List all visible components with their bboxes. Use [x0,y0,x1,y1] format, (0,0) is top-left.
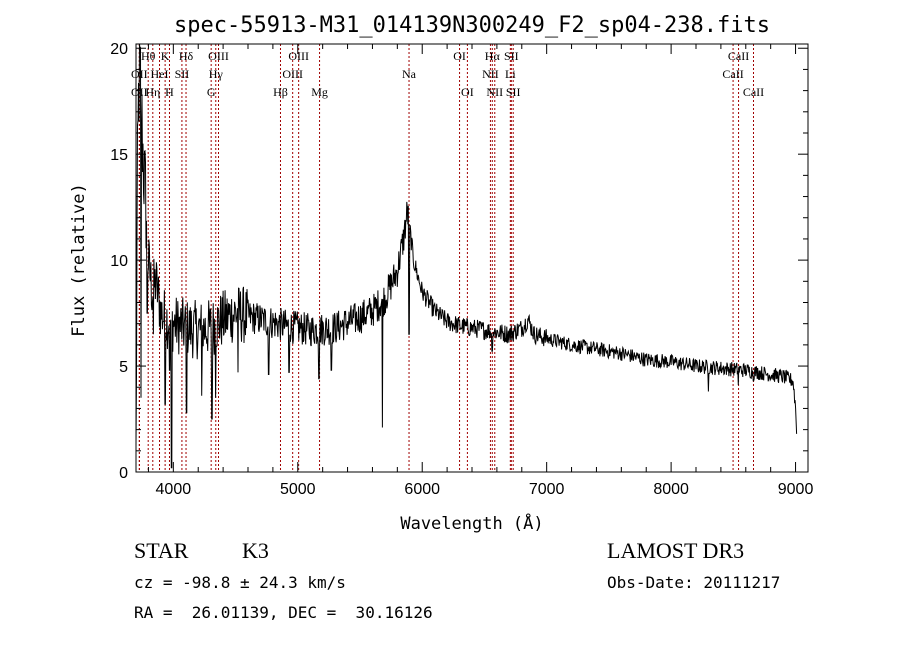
spectral-line-label: SII [504,49,519,63]
spectral-line-label: Hθ [141,49,156,63]
observation-date: Obs-Date: 20111217 [607,573,781,592]
spectral-line-label: CaII [728,49,749,63]
x-axis-ticks: 4000 5000 6000 7000 8000 9000 [147,44,814,498]
spectral-line-label: OIII [282,67,303,81]
spectral-line-label: Na [402,67,417,81]
redshift-cz: cz = -98.8 ± 24.3 km/s [134,573,346,592]
spectral-line-label: SII [175,67,190,81]
spectral-line-label: Li [505,67,516,81]
x-axis-label: Wavelength (Å) [400,512,543,534]
spectral-line-label: Hα [485,49,501,63]
chart-title: spec-55913-M31_014139N300249_F2_sp04-238… [174,13,770,38]
plot-frame [135,43,809,473]
y-tick-label: 20 [110,41,128,58]
spectral-line-label: OIII [208,49,229,63]
spectral-line-label: OI [461,85,474,99]
spectrum-line [135,43,798,469]
spectral-line-label: Hγ [209,67,224,81]
x-tick-label: 4000 [156,481,192,498]
spectral-line-label: Mg [311,85,328,99]
y-axis-ticks: 0 5 10 15 20 [110,41,808,482]
spectral-line-label: CaII [722,67,743,81]
spectral-line-label: Hη [145,85,160,99]
spectral-line-label: G [207,85,216,99]
y-tick-label: 10 [110,253,128,270]
spectral-line-labels: OIIHθOIIHηHeIKHSIIHδGHγOIIIHβOIIIOIIIMgN… [131,49,764,99]
ra-dec: RA = 26.01139, DEC = 30.16126 [134,603,433,622]
y-axis-label: Flux (relative) [69,183,89,337]
y-tick-label: 15 [110,147,128,164]
spectral-line-label: Hβ [273,85,288,99]
y-tick-label: 0 [119,465,128,482]
spectral-line-label: H [165,85,174,99]
x-tick-label: 6000 [404,481,440,498]
survey-name: LAMOST DR3 [607,538,745,563]
spectral-line-label: NII [482,67,499,81]
x-tick-label: 5000 [280,481,316,498]
spectral-line-label: CaII [743,85,764,99]
spectral-line-label: NII [486,85,503,99]
object-subclass: K3 [242,538,269,563]
x-tick-label: 9000 [778,481,814,498]
spectral-line-label: Hδ [179,49,194,63]
spectral-line-label: OIII [288,49,309,63]
spectral-line-label: HeI [151,67,169,81]
x-tick-label: 7000 [529,481,565,498]
spectral-line-label: K [161,49,170,63]
spectral-line-label: OI [453,49,466,63]
spectral-line-markers [138,44,754,472]
y-tick-label: 5 [119,359,128,376]
x-tick-label: 8000 [653,481,689,498]
object-class: STAR [134,538,189,563]
spectral-line-label: SII [506,85,521,99]
